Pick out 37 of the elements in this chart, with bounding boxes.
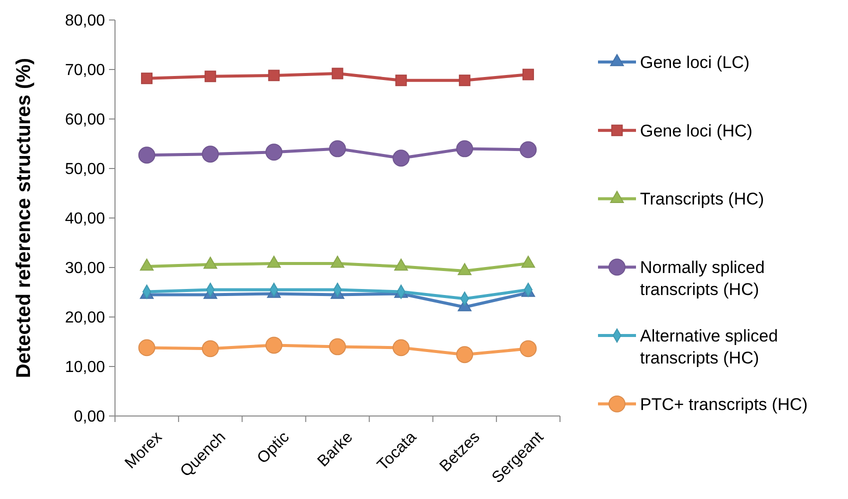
y-tick-label: 60,00 (64, 112, 106, 129)
y-tick-label: 40,00 (64, 210, 106, 228)
point (458, 74, 470, 86)
y-tick-label: 0,00 (74, 408, 106, 426)
point (332, 68, 344, 80)
legend-label: Gene loci (HC) (640, 121, 752, 140)
point (202, 340, 219, 358)
point (392, 339, 410, 356)
legend-label: PTC+ transcripts (HC) (640, 394, 808, 414)
point (268, 70, 280, 82)
point (141, 72, 153, 84)
legend-label: Transcripts (HC) (640, 190, 764, 209)
point (522, 68, 534, 80)
point (202, 146, 219, 163)
point (395, 74, 407, 86)
legend-label: Gene loci (LC) (640, 52, 750, 72)
y-tick-label: 30,00 (64, 260, 106, 278)
y-tick-label: 20,00 (64, 310, 106, 327)
point (329, 338, 346, 356)
point (520, 141, 537, 158)
point (138, 339, 156, 356)
y-tick-label: 80,00 (64, 12, 106, 30)
point (456, 346, 474, 364)
y-tick-label: 70,00 (64, 62, 106, 80)
point (392, 150, 410, 167)
point (204, 70, 216, 82)
point (520, 340, 537, 358)
point (456, 140, 474, 158)
y-tick-label: 10,00 (64, 359, 106, 376)
point (265, 144, 282, 161)
y-tick-label: 50,00 (64, 161, 106, 178)
y-axis-title: Detected reference structures (%) (13, 58, 35, 378)
point (265, 336, 282, 354)
point (329, 140, 346, 158)
point (138, 146, 156, 164)
legend-label: Normally spliced transcripts (HC) (640, 258, 765, 300)
legend-label: Alternative spliced transcripts (HC) (640, 326, 778, 368)
